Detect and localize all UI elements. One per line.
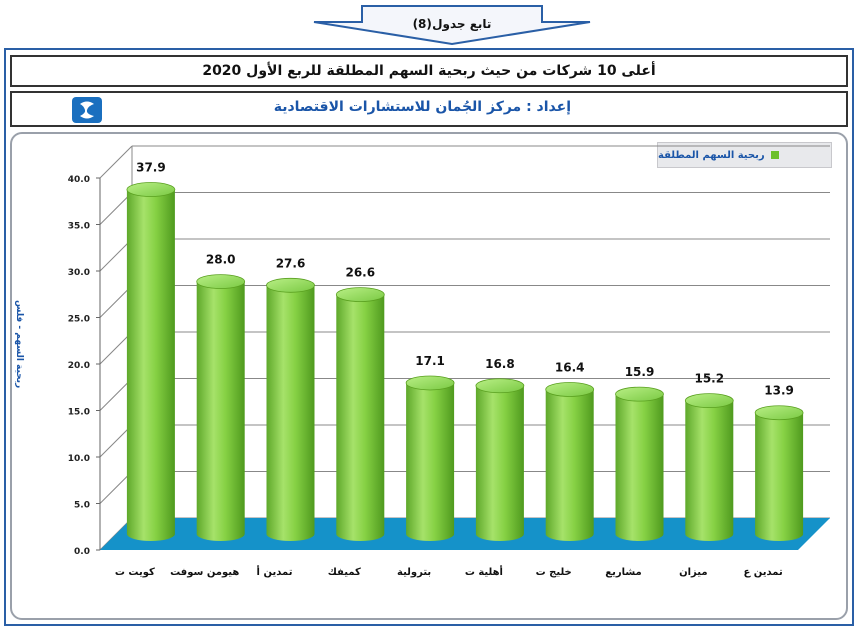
bar-cap (545, 382, 595, 397)
y-tick-label: 10.0 (68, 454, 90, 464)
y-tick-label: 0.0 (74, 547, 90, 557)
bar-body (126, 189, 175, 541)
chart-title: أعلى 10 شركات من حيث ربحية السهم المطلقة… (202, 63, 656, 79)
data-label: 15.9 (625, 365, 655, 379)
x-tick-label: بترولية (397, 567, 431, 578)
y-tick-label: 15.0 (68, 408, 90, 418)
bar-body (755, 412, 804, 542)
bar: 28.0 (196, 253, 246, 542)
bar: 27.6 (266, 256, 315, 542)
bar-body (685, 400, 734, 542)
bar: 16.8 (475, 357, 525, 541)
bar-cap (196, 274, 246, 290)
x-tick-label: ميزان (679, 567, 707, 578)
data-label: 28.0 (206, 253, 236, 267)
bar-body (196, 281, 245, 542)
bar: 37.9 (126, 161, 176, 541)
jumanah-logo-icon (72, 97, 102, 123)
chart-title-box: أعلى 10 شركات من حيث ربحية السهم المطلقة… (10, 55, 848, 87)
bar-cap (754, 405, 804, 421)
bar-cap (684, 393, 734, 409)
continuation-label: تابع جدول (8) (413, 17, 492, 32)
x-tick-label: مشاريع (605, 567, 641, 578)
x-tick-label: هيومن سوفت (170, 567, 239, 578)
x-tick-label: خليج ت (536, 567, 572, 578)
bar-cap (615, 386, 664, 402)
bar: 15.2 (684, 372, 734, 542)
y-axis-ticks: 0.0 5.0 10.0 15.0 20.0 25.0 30.0 35.0 40.0 (68, 175, 100, 557)
bar-body (615, 394, 664, 542)
chart-area (10, 132, 848, 620)
source-box: إعداد : مركز الجُمان للاستشارات الاقتصاد… (10, 91, 848, 127)
y-tick-label: 40.0 (68, 175, 90, 185)
bars: 37.9 28.0 27.6 26.6 17.1 16.8 16.4 15.9 15.2 13.9 (126, 161, 804, 542)
bar-body (545, 389, 594, 542)
prepared-by-text: إعداد : مركز الجُمان للاستشارات الاقتصاد… (273, 99, 571, 115)
gridline-side (99, 424, 133, 458)
continuation-banner: تابع جدول (8) (313, 5, 591, 46)
x-tick-label: أهلية ت (465, 565, 503, 578)
y-tick-label: 25.0 (68, 315, 90, 325)
x-axis-ticks: كويت ت هيومن سوفت تمدين أ كميفك بترولية أهلية… (115, 565, 783, 578)
bar-body (266, 285, 315, 542)
gridline-side (99, 378, 133, 411)
y-tick-label: 35.0 (68, 222, 90, 232)
bar: 15.9 (615, 365, 664, 542)
bar-cap (266, 277, 315, 293)
legend-label: ربحية السهم المطلقة (658, 149, 765, 161)
gridline-side (99, 145, 133, 179)
bar: 13.9 (754, 384, 804, 542)
bar-cap (126, 182, 176, 197)
y-tick-label: 30.0 (68, 268, 90, 278)
data-label: 16.4 (555, 360, 585, 374)
bar: 17.1 (405, 354, 455, 542)
bar-cap (405, 375, 455, 391)
data-label: 27.6 (276, 256, 306, 270)
y-tick-label: 5.0 (74, 501, 90, 511)
gridline-side (99, 192, 133, 225)
bar: 16.4 (545, 360, 595, 542)
bar-body (336, 294, 385, 542)
gridline-side (99, 471, 133, 504)
y-tick-label: 20.0 (68, 361, 90, 371)
gridline-side (99, 285, 133, 318)
x-tick-label: تمدين ع (743, 567, 783, 578)
bar-cap (475, 378, 525, 394)
x-tick-label: كويت ت (115, 567, 155, 578)
gridline-side (99, 331, 133, 365)
bar: 26.6 (335, 266, 385, 542)
data-label: 17.1 (415, 354, 445, 368)
data-label: 37.9 (136, 161, 166, 175)
x-tick-label: كميفك (328, 567, 361, 578)
data-label: 13.9 (764, 384, 794, 398)
legend-swatch (770, 151, 779, 159)
x-tick-label: تمدين أ (257, 565, 293, 578)
data-label: 16.8 (485, 357, 515, 371)
bar-cap (335, 287, 385, 303)
gridline-side (99, 238, 133, 272)
data-label: 26.6 (345, 266, 375, 280)
bar-body (475, 385, 524, 541)
data-label: 15.2 (694, 372, 724, 386)
bar-body (406, 382, 455, 542)
